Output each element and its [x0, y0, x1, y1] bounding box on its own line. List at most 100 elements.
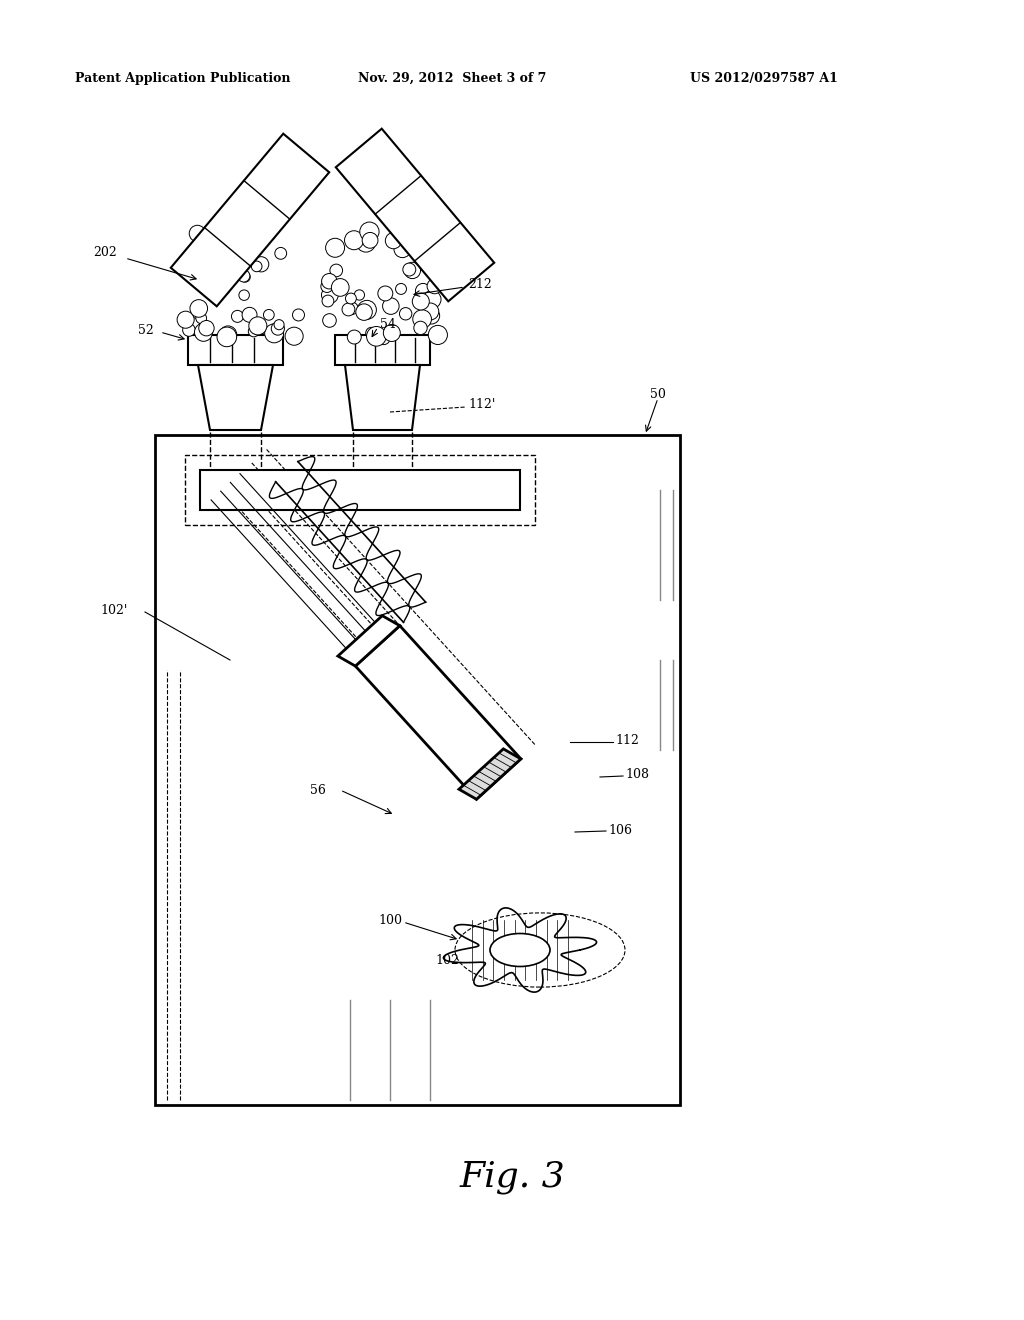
Circle shape [347, 330, 361, 345]
Circle shape [293, 309, 304, 321]
Circle shape [423, 308, 439, 323]
Circle shape [367, 326, 386, 346]
Circle shape [422, 249, 438, 267]
Circle shape [231, 310, 244, 322]
Circle shape [419, 294, 435, 310]
Circle shape [217, 327, 237, 347]
Circle shape [190, 248, 205, 263]
Circle shape [404, 263, 421, 279]
Circle shape [212, 257, 229, 275]
Circle shape [251, 321, 265, 335]
Circle shape [416, 284, 431, 298]
Text: 52: 52 [138, 323, 154, 337]
Text: 102: 102 [435, 953, 459, 966]
Circle shape [205, 267, 222, 284]
Circle shape [378, 333, 390, 345]
Circle shape [428, 325, 447, 345]
Circle shape [359, 222, 379, 242]
Circle shape [355, 304, 373, 321]
Circle shape [274, 247, 287, 259]
Circle shape [263, 309, 274, 321]
Circle shape [422, 304, 438, 319]
Circle shape [219, 326, 237, 343]
Bar [200, 470, 520, 510]
Circle shape [250, 243, 260, 253]
Text: 102': 102' [100, 603, 127, 616]
Circle shape [398, 224, 411, 236]
Circle shape [248, 326, 259, 337]
Circle shape [322, 273, 337, 289]
Circle shape [189, 257, 209, 277]
Circle shape [257, 222, 276, 242]
Circle shape [426, 293, 439, 306]
Circle shape [366, 327, 377, 339]
Circle shape [322, 296, 334, 306]
Circle shape [271, 322, 285, 335]
Circle shape [228, 236, 243, 251]
Circle shape [436, 238, 452, 253]
Circle shape [208, 279, 220, 292]
Text: US 2012/0297587 A1: US 2012/0297587 A1 [690, 73, 838, 84]
Bar [188, 335, 283, 366]
Circle shape [344, 231, 364, 249]
Circle shape [240, 272, 250, 282]
Circle shape [210, 226, 226, 242]
Ellipse shape [490, 933, 550, 966]
Circle shape [395, 284, 407, 294]
Polygon shape [459, 748, 521, 799]
Text: 112': 112' [468, 399, 496, 412]
Circle shape [378, 286, 393, 301]
Circle shape [238, 269, 250, 282]
Circle shape [414, 321, 427, 334]
Circle shape [218, 253, 233, 268]
Circle shape [402, 263, 416, 276]
Circle shape [189, 226, 206, 242]
Text: Fig. 3: Fig. 3 [459, 1160, 565, 1195]
Circle shape [242, 308, 257, 322]
Polygon shape [443, 908, 597, 993]
Circle shape [182, 323, 196, 337]
Circle shape [274, 319, 284, 330]
Text: 202: 202 [93, 246, 117, 259]
Circle shape [346, 302, 358, 314]
Circle shape [264, 323, 284, 343]
Circle shape [356, 232, 376, 252]
Circle shape [413, 293, 429, 310]
Circle shape [392, 226, 403, 236]
Circle shape [345, 293, 356, 304]
Circle shape [177, 312, 195, 329]
Circle shape [199, 256, 214, 271]
Text: 212: 212 [468, 279, 492, 292]
Circle shape [212, 276, 230, 296]
Polygon shape [336, 128, 495, 301]
Circle shape [220, 251, 239, 269]
Circle shape [214, 279, 230, 296]
Circle shape [419, 259, 431, 271]
Circle shape [195, 323, 213, 342]
Text: Nov. 29, 2012  Sheet 3 of 7: Nov. 29, 2012 Sheet 3 of 7 [358, 73, 547, 84]
Circle shape [421, 259, 433, 271]
Text: 106: 106 [608, 824, 632, 837]
Circle shape [201, 228, 214, 242]
Circle shape [357, 301, 377, 319]
Circle shape [237, 230, 249, 242]
Circle shape [238, 240, 258, 260]
Circle shape [421, 256, 434, 269]
Circle shape [189, 300, 208, 317]
Text: Patent Application Publication: Patent Application Publication [75, 73, 291, 84]
Circle shape [239, 290, 250, 301]
Circle shape [249, 317, 267, 335]
Circle shape [394, 240, 411, 257]
Circle shape [183, 317, 200, 333]
Polygon shape [198, 366, 273, 430]
Polygon shape [355, 626, 521, 799]
Circle shape [354, 290, 365, 300]
Circle shape [399, 308, 412, 319]
Polygon shape [171, 133, 330, 306]
Circle shape [322, 286, 338, 304]
Circle shape [217, 234, 236, 252]
Circle shape [332, 279, 349, 296]
Text: 112: 112 [615, 734, 639, 747]
Text: 50: 50 [650, 388, 666, 401]
Circle shape [226, 253, 243, 271]
